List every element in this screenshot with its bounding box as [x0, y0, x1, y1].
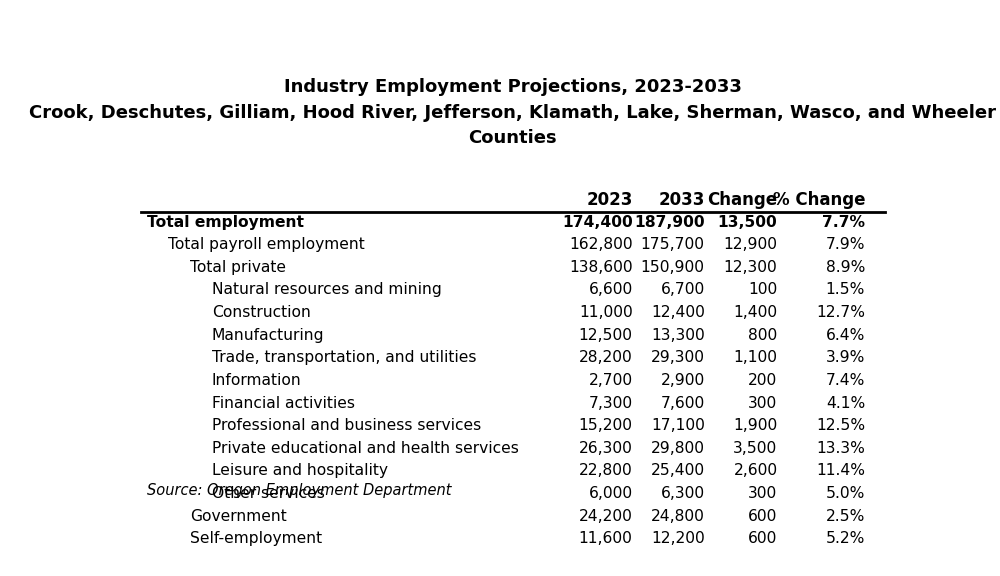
Text: Crook, Deschutes, Gilliam, Hood River, Jefferson, Klamath, Lake, Sherman, Wasco,: Crook, Deschutes, Gilliam, Hood River, J… [29, 104, 996, 122]
Text: 2023: 2023 [586, 191, 633, 209]
Text: 4.1%: 4.1% [826, 396, 865, 411]
Text: 13,300: 13,300 [651, 328, 705, 343]
Text: Other services: Other services [212, 486, 325, 501]
Text: 22,800: 22,800 [579, 464, 633, 479]
Text: 8.9%: 8.9% [826, 260, 865, 275]
Text: 12.5%: 12.5% [816, 418, 865, 433]
Text: Professional and business services: Professional and business services [212, 418, 481, 433]
Text: 13,500: 13,500 [718, 215, 778, 230]
Text: 2,900: 2,900 [660, 373, 705, 388]
Text: Private educational and health services: Private educational and health services [212, 441, 519, 456]
Text: 3.9%: 3.9% [826, 350, 865, 365]
Text: 800: 800 [748, 328, 778, 343]
Text: 24,200: 24,200 [579, 509, 633, 524]
Text: 150,900: 150,900 [641, 260, 705, 275]
Text: Government: Government [190, 509, 287, 524]
Text: Construction: Construction [212, 305, 311, 320]
Text: 1.5%: 1.5% [826, 282, 865, 297]
Text: 138,600: 138,600 [569, 260, 633, 275]
Text: 5.2%: 5.2% [826, 531, 865, 546]
Text: 1,100: 1,100 [734, 350, 778, 365]
Text: 12.7%: 12.7% [816, 305, 865, 320]
Text: 6.4%: 6.4% [826, 328, 865, 343]
Text: Total private: Total private [190, 260, 286, 275]
Text: 600: 600 [748, 509, 778, 524]
Text: 2,700: 2,700 [588, 373, 633, 388]
Text: Information: Information [212, 373, 302, 388]
Text: Leisure and hospitality: Leisure and hospitality [212, 464, 388, 479]
Text: Counties: Counties [468, 130, 557, 147]
Text: 12,400: 12,400 [651, 305, 705, 320]
Text: 100: 100 [748, 282, 778, 297]
Text: 174,400: 174,400 [562, 215, 633, 230]
Text: 5.0%: 5.0% [826, 486, 865, 501]
Text: 26,300: 26,300 [579, 441, 633, 456]
Text: 2033: 2033 [658, 191, 705, 209]
Text: 6,300: 6,300 [661, 486, 705, 501]
Text: 29,300: 29,300 [651, 350, 705, 365]
Text: 187,900: 187,900 [634, 215, 705, 230]
Text: Self-employment: Self-employment [190, 531, 322, 546]
Text: 12,200: 12,200 [651, 531, 705, 546]
Text: 2.5%: 2.5% [826, 509, 865, 524]
Text: 11.4%: 11.4% [816, 464, 865, 479]
Text: 11,600: 11,600 [579, 531, 633, 546]
Text: 300: 300 [748, 486, 778, 501]
Text: Source: Oregon Employment Department: Source: Oregon Employment Department [147, 483, 451, 498]
Text: 15,200: 15,200 [579, 418, 633, 433]
Text: % Change: % Change [773, 191, 865, 209]
Text: 7.9%: 7.9% [826, 237, 865, 252]
Text: 1,900: 1,900 [733, 418, 778, 433]
Text: 7.4%: 7.4% [826, 373, 865, 388]
Text: 7,600: 7,600 [660, 396, 705, 411]
Text: 6,000: 6,000 [588, 486, 633, 501]
Text: 6,600: 6,600 [588, 282, 633, 297]
Text: 17,100: 17,100 [651, 418, 705, 433]
Text: 12,500: 12,500 [579, 328, 633, 343]
Text: 200: 200 [748, 373, 778, 388]
Text: Total employment: Total employment [147, 215, 304, 230]
Text: 11,000: 11,000 [579, 305, 633, 320]
Text: Total payroll employment: Total payroll employment [168, 237, 365, 252]
Text: 24,800: 24,800 [651, 509, 705, 524]
Text: 28,200: 28,200 [579, 350, 633, 365]
Text: Industry Employment Projections, 2023-2033: Industry Employment Projections, 2023-20… [284, 78, 741, 96]
Text: Natural resources and mining: Natural resources and mining [212, 282, 442, 297]
Text: Financial activities: Financial activities [212, 396, 355, 411]
Text: 25,400: 25,400 [651, 464, 705, 479]
Text: 7,300: 7,300 [588, 396, 633, 411]
Text: 7.7%: 7.7% [822, 215, 865, 230]
Text: 13.3%: 13.3% [816, 441, 865, 456]
Text: Change: Change [707, 191, 778, 209]
Text: Manufacturing: Manufacturing [212, 328, 324, 343]
Text: 600: 600 [748, 531, 778, 546]
Text: Trade, transportation, and utilities: Trade, transportation, and utilities [212, 350, 476, 365]
Text: 1,400: 1,400 [733, 305, 778, 320]
Text: 300: 300 [748, 396, 778, 411]
Text: 12,300: 12,300 [724, 260, 778, 275]
Text: 162,800: 162,800 [569, 237, 633, 252]
Text: 29,800: 29,800 [651, 441, 705, 456]
Text: 175,700: 175,700 [641, 237, 705, 252]
Text: 2,600: 2,600 [733, 464, 778, 479]
Text: 3,500: 3,500 [733, 441, 778, 456]
Text: 6,700: 6,700 [660, 282, 705, 297]
Text: 12,900: 12,900 [724, 237, 778, 252]
